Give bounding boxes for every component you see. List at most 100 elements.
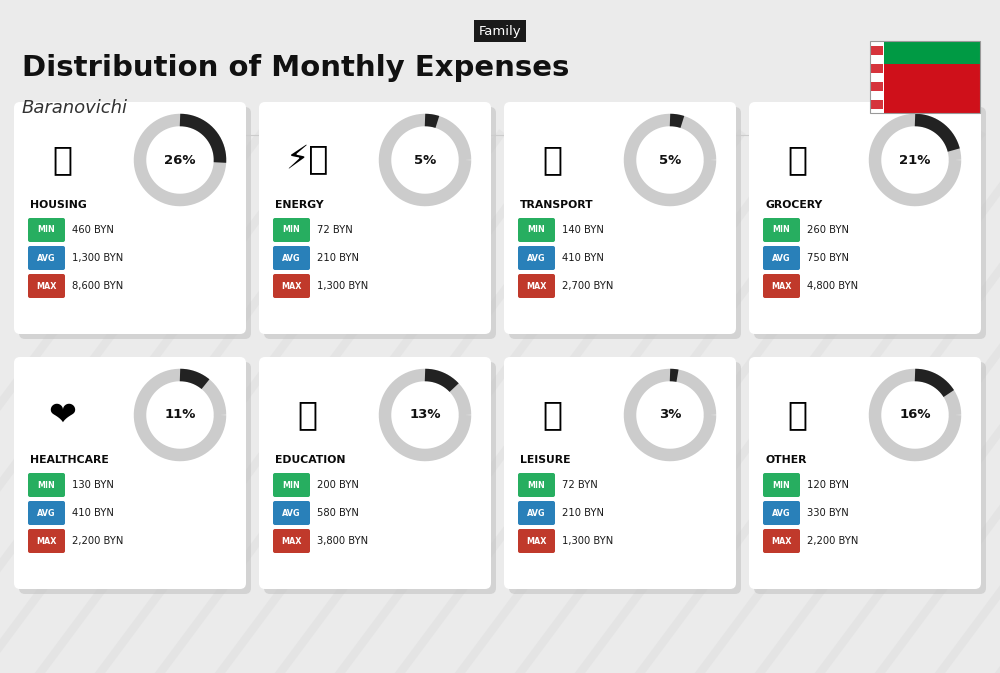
Text: 💰: 💰 bbox=[787, 398, 807, 431]
Text: 580 BYN: 580 BYN bbox=[317, 508, 359, 518]
FancyBboxPatch shape bbox=[264, 107, 496, 339]
Text: 🛒: 🛒 bbox=[787, 143, 807, 176]
FancyBboxPatch shape bbox=[273, 274, 310, 298]
Text: AVG: AVG bbox=[527, 254, 546, 262]
FancyBboxPatch shape bbox=[264, 362, 496, 594]
Text: 8,600 BYN: 8,600 BYN bbox=[72, 281, 123, 291]
Text: 5%: 5% bbox=[659, 153, 681, 166]
FancyBboxPatch shape bbox=[273, 473, 310, 497]
Text: MIN: MIN bbox=[773, 481, 790, 489]
Text: 72 BYN: 72 BYN bbox=[317, 225, 353, 235]
Text: 3%: 3% bbox=[659, 409, 681, 421]
FancyBboxPatch shape bbox=[19, 107, 251, 339]
FancyBboxPatch shape bbox=[749, 357, 981, 589]
Text: 🚌: 🚌 bbox=[542, 143, 562, 176]
Text: 🏢: 🏢 bbox=[52, 143, 72, 176]
FancyBboxPatch shape bbox=[28, 473, 65, 497]
FancyBboxPatch shape bbox=[518, 529, 555, 553]
Text: 2,200 BYN: 2,200 BYN bbox=[807, 536, 858, 546]
Text: 750 BYN: 750 BYN bbox=[807, 253, 849, 263]
FancyBboxPatch shape bbox=[509, 362, 741, 594]
Text: 260 BYN: 260 BYN bbox=[807, 225, 849, 235]
Text: MAX: MAX bbox=[771, 281, 792, 291]
Text: AVG: AVG bbox=[37, 509, 56, 518]
Text: AVG: AVG bbox=[772, 509, 791, 518]
FancyBboxPatch shape bbox=[518, 218, 555, 242]
Text: HOUSING: HOUSING bbox=[30, 200, 87, 210]
FancyBboxPatch shape bbox=[763, 473, 800, 497]
Text: GROCERY: GROCERY bbox=[765, 200, 822, 210]
Text: MAX: MAX bbox=[281, 536, 302, 546]
FancyBboxPatch shape bbox=[273, 246, 310, 270]
Text: AVG: AVG bbox=[282, 254, 301, 262]
Bar bbox=[870, 41, 980, 113]
FancyBboxPatch shape bbox=[763, 529, 800, 553]
FancyBboxPatch shape bbox=[14, 357, 246, 589]
Bar bbox=[871, 81, 883, 92]
Text: 130 BYN: 130 BYN bbox=[72, 480, 114, 490]
Text: MAX: MAX bbox=[36, 536, 57, 546]
Bar bbox=[870, 64, 980, 113]
Text: AVG: AVG bbox=[772, 254, 791, 262]
FancyBboxPatch shape bbox=[509, 107, 741, 339]
Bar bbox=[870, 41, 980, 64]
Text: Distribution of Monthly Expenses: Distribution of Monthly Expenses bbox=[22, 54, 569, 82]
Text: AVG: AVG bbox=[37, 254, 56, 262]
Bar bbox=[871, 63, 883, 73]
Text: 3,800 BYN: 3,800 BYN bbox=[317, 536, 368, 546]
Bar bbox=[870, 41, 884, 113]
Text: 2,200 BYN: 2,200 BYN bbox=[72, 536, 123, 546]
Text: 330 BYN: 330 BYN bbox=[807, 508, 849, 518]
FancyBboxPatch shape bbox=[518, 473, 555, 497]
Text: MAX: MAX bbox=[526, 281, 547, 291]
FancyBboxPatch shape bbox=[14, 102, 246, 334]
Bar bbox=[871, 100, 883, 110]
Text: 1,300 BYN: 1,300 BYN bbox=[562, 536, 613, 546]
FancyBboxPatch shape bbox=[504, 357, 736, 589]
Text: Baranovichi: Baranovichi bbox=[22, 99, 128, 117]
Text: 5%: 5% bbox=[414, 153, 436, 166]
Text: AVG: AVG bbox=[527, 509, 546, 518]
Text: 1,300 BYN: 1,300 BYN bbox=[72, 253, 123, 263]
FancyBboxPatch shape bbox=[259, 102, 491, 334]
Text: Family: Family bbox=[479, 24, 521, 38]
Text: 21%: 21% bbox=[899, 153, 931, 166]
Text: EDUCATION: EDUCATION bbox=[275, 455, 346, 465]
Text: 13%: 13% bbox=[409, 409, 441, 421]
FancyBboxPatch shape bbox=[504, 102, 736, 334]
FancyBboxPatch shape bbox=[273, 529, 310, 553]
Text: MIN: MIN bbox=[283, 481, 300, 489]
Text: ❤: ❤ bbox=[48, 398, 76, 431]
Text: MIN: MIN bbox=[528, 481, 545, 489]
Text: 🎓: 🎓 bbox=[297, 398, 317, 431]
FancyBboxPatch shape bbox=[763, 501, 800, 525]
FancyBboxPatch shape bbox=[518, 246, 555, 270]
Text: 🛍: 🛍 bbox=[542, 398, 562, 431]
Text: 72 BYN: 72 BYN bbox=[562, 480, 598, 490]
FancyBboxPatch shape bbox=[763, 246, 800, 270]
Text: 210 BYN: 210 BYN bbox=[562, 508, 604, 518]
Text: 410 BYN: 410 BYN bbox=[562, 253, 604, 263]
Text: MIN: MIN bbox=[528, 225, 545, 234]
FancyBboxPatch shape bbox=[19, 362, 251, 594]
Text: 460 BYN: 460 BYN bbox=[72, 225, 114, 235]
Text: HEALTHCARE: HEALTHCARE bbox=[30, 455, 109, 465]
FancyBboxPatch shape bbox=[754, 107, 986, 339]
FancyBboxPatch shape bbox=[28, 246, 65, 270]
Text: MIN: MIN bbox=[38, 481, 55, 489]
Text: ⚡🏠: ⚡🏠 bbox=[285, 143, 329, 176]
FancyBboxPatch shape bbox=[518, 501, 555, 525]
Text: 140 BYN: 140 BYN bbox=[562, 225, 604, 235]
Text: 200 BYN: 200 BYN bbox=[317, 480, 359, 490]
FancyBboxPatch shape bbox=[28, 218, 65, 242]
Text: MIN: MIN bbox=[38, 225, 55, 234]
Text: 210 BYN: 210 BYN bbox=[317, 253, 359, 263]
FancyBboxPatch shape bbox=[259, 357, 491, 589]
Text: LEISURE: LEISURE bbox=[520, 455, 570, 465]
FancyBboxPatch shape bbox=[273, 218, 310, 242]
Text: ENERGY: ENERGY bbox=[275, 200, 324, 210]
Text: 4,800 BYN: 4,800 BYN bbox=[807, 281, 858, 291]
FancyBboxPatch shape bbox=[518, 274, 555, 298]
FancyBboxPatch shape bbox=[763, 218, 800, 242]
Text: OTHER: OTHER bbox=[765, 455, 806, 465]
